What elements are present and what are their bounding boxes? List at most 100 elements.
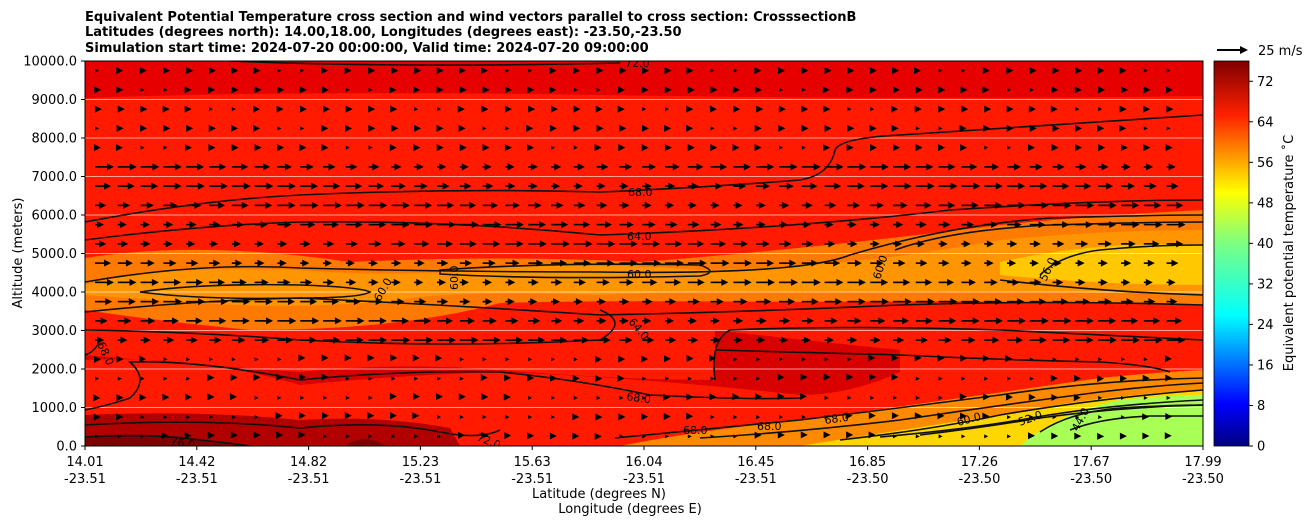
wind-arrow-head: [442, 182, 450, 190]
wind-arrow-head: [446, 317, 454, 325]
wind-arrow-head: [1079, 163, 1087, 171]
orange-layer-core: [85, 230, 1203, 306]
wind-arrow-head: [732, 86, 740, 94]
wind-arrow-head: [288, 201, 296, 209]
wind-arrow-head: [311, 201, 319, 209]
wind-arrow-head: [917, 240, 925, 248]
wind-arrow-head: [197, 163, 205, 171]
wind-arrow-head: [803, 221, 811, 229]
wind-arrow-head: [1005, 393, 1013, 401]
wind-arrow-head: [439, 163, 447, 171]
wind-arrow: [847, 357, 852, 362]
wind-arrow-head: [353, 298, 361, 306]
wind-arrow: [254, 395, 259, 400]
wind-arrow: [687, 376, 692, 381]
wind-arrow-head: [653, 240, 661, 248]
contour-68-upper: [85, 114, 1203, 223]
wind-arrow-head: [263, 163, 271, 171]
wind-arrow-head: [344, 124, 352, 132]
wind-arrow-head: [992, 336, 1000, 344]
contour-56-lower-right: [999, 279, 1203, 296]
wind-arrow: [801, 145, 806, 150]
wind-arrow-head: [1123, 163, 1131, 171]
wind-arrow-head: [504, 105, 512, 113]
contour-68-mid: [85, 361, 801, 411]
wind-arrow: [551, 357, 555, 362]
wind-arrow-head: [562, 240, 570, 248]
wind-arrow: [209, 415, 213, 420]
wind-arrow-head: [121, 240, 129, 248]
wind-arrow-head: [823, 373, 831, 381]
wind-arrow-head: [439, 278, 447, 286]
wind-arrow-head: [417, 259, 425, 267]
wind-arrow-head: [834, 182, 842, 190]
wind-arrow-head: [94, 105, 102, 113]
wind-arrow-head: [892, 144, 900, 152]
wind-arrow: [847, 107, 852, 112]
wind-arrow-head: [699, 259, 707, 267]
wind-arrow-head: [1039, 336, 1047, 344]
wind-arrow-head: [811, 259, 819, 267]
wind-arrow: [642, 376, 647, 381]
wind-arrow: [938, 434, 943, 439]
wind-arrow-head: [277, 86, 285, 94]
wind-arrow-head: [732, 144, 740, 152]
wind-arrow-head: [321, 67, 329, 75]
wind-arrow-head: [374, 240, 382, 248]
wind-arrow-head: [554, 163, 562, 171]
wind-arrow-head: [1064, 201, 1072, 209]
wind-arrow-head: [138, 355, 146, 363]
wind-arrow: [596, 87, 601, 92]
wind-arrow-head: [960, 412, 968, 420]
wind-arrow: [277, 126, 282, 131]
wind-arrow-head: [938, 105, 946, 113]
wind-arrow-head: [262, 336, 270, 344]
wind-arrow-head: [424, 317, 432, 325]
wind-arrow-head: [995, 182, 1003, 190]
wind-arrow: [368, 434, 373, 439]
wind-arrow-head: [128, 298, 136, 306]
wind-arrow-head: [1143, 86, 1151, 94]
contour-label: 60.0: [955, 410, 982, 429]
wind-arrow: [756, 415, 761, 420]
wind-arrow-head: [321, 354, 329, 362]
wind-arrow: [437, 107, 441, 112]
wind-arrow-head: [828, 240, 836, 248]
wind-arrow-head: [288, 298, 296, 306]
wind-arrow: [893, 434, 897, 439]
wind-arrow-head: [1085, 221, 1093, 229]
wind-arrow-head: [630, 240, 638, 248]
wind-arrow-head: [823, 105, 831, 113]
contour-60-loop-left: [139, 283, 372, 300]
wind-arrow-head: [891, 354, 899, 362]
wind-arrow: [231, 357, 236, 362]
wind-arrow-head: [950, 298, 958, 306]
wind-arrow-head: [1074, 432, 1082, 440]
wind-arrow-head: [925, 317, 933, 325]
wind-arrow-head: [642, 67, 650, 75]
wind-arrow-head: [458, 67, 466, 75]
wind-arrow-head: [265, 298, 273, 306]
x-tick-label-lon: -23.51: [64, 472, 106, 487]
wind-arrow-head: [237, 221, 245, 229]
wind-arrow-head: [538, 336, 546, 344]
wind-arrow: [277, 357, 282, 362]
wind-arrow-head: [508, 278, 516, 286]
wind-arrow-head: [645, 298, 653, 306]
wind-arrow-head: [143, 336, 151, 344]
wind-arrow: [1098, 107, 1103, 112]
wind-arrow-head: [754, 144, 762, 152]
wind-arrow-head: [641, 124, 649, 132]
wind-arrow-head: [664, 124, 672, 132]
wind-arrow-head: [186, 67, 194, 75]
wind-arrow-head: [823, 431, 831, 439]
colorbar-gradient: [1213, 60, 1250, 447]
wind-arrow-head: [284, 163, 292, 171]
wind-arrow-head: [162, 393, 170, 401]
wind-arrow-head: [1040, 182, 1048, 190]
wind-arrow-head: [299, 86, 307, 94]
colorbar-tick-label: 0: [1257, 440, 1265, 455]
wind-arrow-head: [648, 163, 656, 171]
wind-arrow: [551, 415, 555, 420]
y-tick-label: 10000.0: [23, 55, 77, 70]
